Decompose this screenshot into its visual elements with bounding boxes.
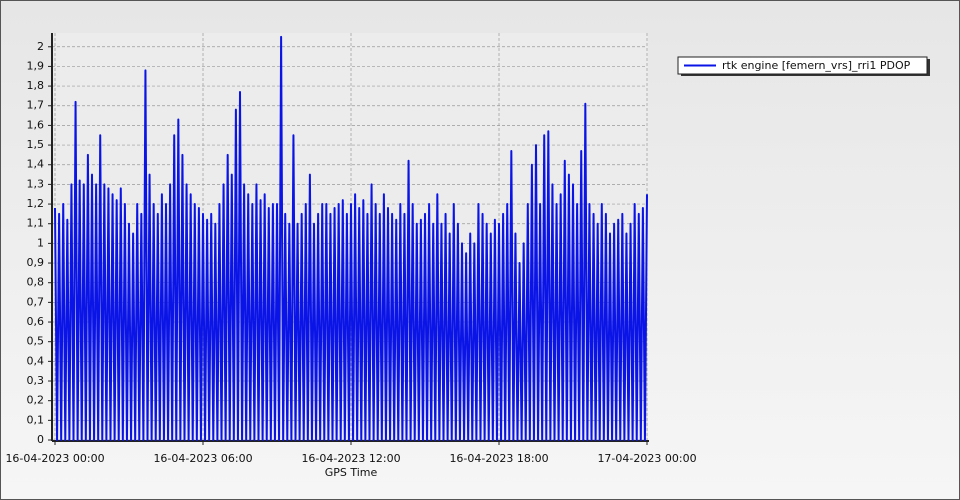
y-tick-label: 1,1 [27,217,45,230]
y-tick-label: 0 [37,433,44,446]
y-tick-label: 0,7 [27,295,45,308]
y-tick-label: 1,9 [27,59,45,72]
data-line [54,35,648,441]
x-tick-label: 16-04-2023 06:00 [153,452,252,465]
y-tick-label: 1,6 [27,118,45,131]
y-tick-label: 0,1 [27,413,45,426]
x-tick-label: 16-04-2023 00:00 [5,452,104,465]
x-tick-label: 16-04-2023 12:00 [301,452,400,465]
x-tick-label: 16-04-2023 18:00 [449,452,548,465]
y-tick-label: 1 [37,236,44,249]
y-tick-label: 0,9 [27,256,45,269]
y-tick-label: 1,4 [27,158,45,171]
y-tick-label: 1,2 [27,197,45,210]
y-tick-label: 0,4 [27,354,45,367]
legend-box [677,56,928,75]
y-tick-label: 1,7 [27,99,45,112]
x-tick-label: 17-04-2023 00:00 [597,452,696,465]
x-axis-label: GPS Time [325,466,378,479]
y-tick-label: 1,5 [27,138,45,151]
legend-label: rtk engine [femern_vrs]_rri1 PDOP [722,59,911,72]
y-tick-label: 2 [37,40,44,53]
y-tick-label: 1,8 [27,79,45,92]
y-tick-label: 0,5 [27,335,45,348]
y-tick-label: 0,3 [27,374,45,387]
y-tick-label: 0,2 [27,394,45,407]
y-tick-label: 0,6 [27,315,45,328]
legend: rtk engine [femern_vrs]_rri1 PDOP [677,56,930,76]
y-tick-label: 1,3 [27,177,45,190]
y-tick-label: 0,8 [27,276,45,289]
